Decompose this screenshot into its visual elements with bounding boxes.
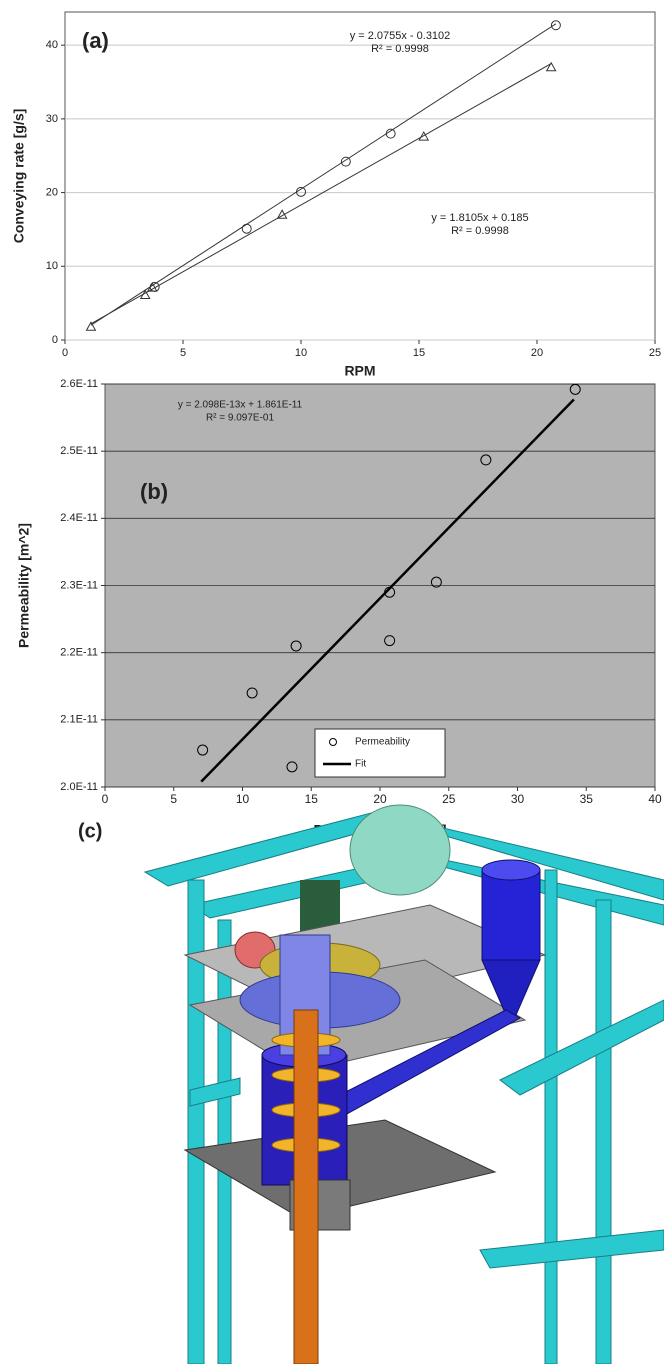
x-tick-label: 20 xyxy=(531,347,543,359)
post xyxy=(544,869,558,1364)
hopper-cone xyxy=(481,959,541,1016)
chart: 2.0E-11 2.1E-11 2.2E-11 2.3E-11 2.4E-11 2.5E-… xyxy=(16,378,662,838)
annotation: R² = 9.097E-01 xyxy=(206,413,275,424)
point xyxy=(290,640,302,652)
x-tick-label: 0 xyxy=(102,792,109,806)
point xyxy=(430,576,442,588)
annotation: y = 1.8105x + 0.185 xyxy=(431,212,528,224)
point xyxy=(550,20,561,31)
post xyxy=(217,919,232,1364)
plot-area xyxy=(64,11,656,341)
annotation: R² = 0.9998 xyxy=(371,43,429,55)
y-axis-label: Conveying rate [g/s] xyxy=(11,109,27,244)
x-tick-label: 35 xyxy=(580,792,594,806)
point xyxy=(384,635,396,647)
x-tick-label: 15 xyxy=(413,347,425,359)
legend-label: Permeability xyxy=(355,737,410,748)
y-tick-label: 2.5E-11 xyxy=(60,445,98,457)
fit-line xyxy=(90,63,552,325)
beam xyxy=(419,854,664,926)
y-tick-label: 2.2E-11 xyxy=(60,647,98,659)
y-tick-label: 40 xyxy=(46,39,58,51)
point xyxy=(197,744,209,756)
chart: 0 10 20 30 40 0 5 10 15 20 25 RPM Conveying rate [g/… xyxy=(11,11,661,379)
y-tick-label: 30 xyxy=(46,113,58,125)
y-tick-label: 2.3E-11 xyxy=(60,579,98,591)
legend-box xyxy=(314,728,446,778)
x-tick-label: 25 xyxy=(442,792,456,806)
y-tick-label: 2.1E-11 xyxy=(60,714,98,726)
x-tick-label: 5 xyxy=(180,347,186,359)
legend-swatch xyxy=(329,738,337,746)
point xyxy=(418,131,430,141)
y-tick-label: 2.4E-11 xyxy=(60,512,98,524)
y-tick-label: 2.0E-11 xyxy=(60,781,98,793)
beam xyxy=(479,1229,664,1269)
annotation: y = 2.098E-13x + 1.861E-11 xyxy=(178,400,303,411)
x-tick-label: 10 xyxy=(236,792,250,806)
legend: Permeability Fit xyxy=(314,728,446,778)
y-tick-label: 20 xyxy=(46,186,58,198)
point xyxy=(246,687,258,699)
beam xyxy=(189,1077,241,1107)
x-tick-label: 40 xyxy=(648,792,662,806)
x-tick-label: 30 xyxy=(511,792,525,806)
post xyxy=(187,879,205,1364)
fit-line xyxy=(200,398,575,783)
hopper-top xyxy=(481,859,541,881)
beam xyxy=(499,999,664,1096)
x-tick-label: 15 xyxy=(305,792,319,806)
point xyxy=(545,61,557,72)
x-tick-label: 0 xyxy=(62,347,68,359)
x-axis-label: RPM xyxy=(344,363,375,379)
point xyxy=(569,383,581,395)
panel-label: (c) xyxy=(78,820,102,842)
annotation: (b) xyxy=(140,479,168,504)
x-tick-label: 25 xyxy=(649,347,661,359)
y-axis-label: Permeability [m^2] xyxy=(16,523,32,648)
annotation: R² = 0.9998 xyxy=(451,225,509,237)
x-tick-label: 5 xyxy=(170,792,177,806)
point xyxy=(340,156,351,167)
x-tick-label: 10 xyxy=(295,347,307,359)
x-tick-label: 20 xyxy=(373,792,387,806)
post xyxy=(595,899,612,1364)
y-tick-label: 0 xyxy=(52,334,58,346)
fit-line xyxy=(90,23,557,326)
point xyxy=(480,454,492,466)
point xyxy=(286,761,298,773)
figure-c: (c) xyxy=(78,804,664,1364)
y-tick-label: 2.6E-11 xyxy=(60,378,98,390)
hopper xyxy=(481,869,541,961)
annotation: y = 2.0755x - 0.3102 xyxy=(350,30,451,42)
legend-label: Fit xyxy=(355,759,366,770)
screw-shaft xyxy=(293,1009,319,1364)
motor xyxy=(349,804,451,896)
y-tick-label: 10 xyxy=(46,260,58,272)
point xyxy=(85,321,97,331)
annotation: (a) xyxy=(82,28,109,53)
